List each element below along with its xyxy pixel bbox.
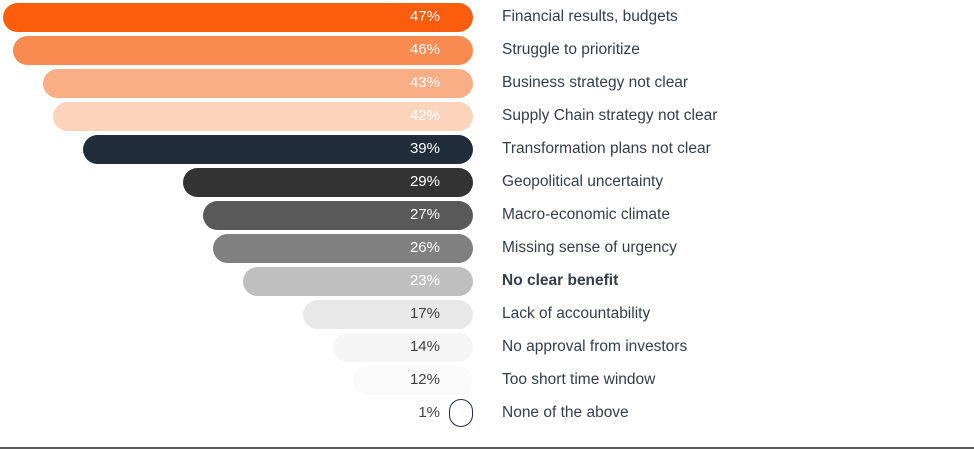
bar-1 [3, 3, 473, 32]
category-label: Struggle to prioritize [502, 41, 640, 58]
bar-5 [83, 135, 473, 164]
bar-value-label: 12% [409, 371, 440, 388]
chart-row: 47% Financial results, budgets [0, 1, 974, 34]
chart-row: 46% Struggle to prioritize [0, 34, 974, 67]
bar-7 [203, 201, 473, 230]
bar-10 [303, 300, 473, 329]
bar-6 [183, 168, 473, 197]
bar-value-label: 26% [409, 239, 440, 256]
chart-row: 1% None of the above [0, 397, 974, 430]
bar-11 [333, 333, 473, 362]
bar-value-label: 47% [409, 8, 440, 25]
chart-rows: 47% Financial results, budgets 46% Struggle… [0, 1, 974, 430]
bar-2 [13, 36, 473, 65]
chart-row: 39% Transformation plans not clear [0, 133, 974, 166]
chart-row: 27% Macro-economic climate [0, 199, 974, 232]
bar-9 [243, 267, 473, 296]
bar-value-label: 23% [409, 272, 440, 289]
chart-row: 12% Too short time window [0, 364, 974, 397]
category-label: No approval from investors [502, 338, 688, 355]
chart-row: 23% No clear benefit [0, 265, 974, 298]
chart-row: 42% Supply Chain strategy not clear [0, 100, 974, 133]
bar-3 [43, 69, 473, 98]
chart-row: 26% Missing sense of urgency [0, 232, 974, 265]
bottom-divider [0, 447, 974, 449]
bar-value-label: 42% [409, 107, 440, 124]
bar-value-label: 29% [409, 173, 440, 190]
chart-row: 14% No approval from investors [0, 331, 974, 364]
category-label: No clear benefit [502, 272, 619, 289]
bar-value-label: 43% [409, 74, 440, 91]
bar-value-label: 17% [409, 305, 440, 322]
bar-value-label: 1% [418, 404, 440, 421]
category-label: Financial results, budgets [502, 8, 678, 25]
category-label: Supply Chain strategy not clear [502, 107, 718, 124]
category-label: Missing sense of urgency [502, 239, 677, 256]
category-label: Geopolitical uncertainty [502, 173, 664, 190]
bar-value-label: 14% [409, 338, 440, 355]
bar-12 [353, 366, 473, 395]
bar-value-label: 27% [409, 206, 440, 223]
bar-value-label: 46% [409, 41, 440, 58]
category-label: None of the above [502, 404, 629, 421]
bar-13 [449, 399, 473, 427]
category-label: Too short time window [502, 371, 656, 388]
category-label: Lack of accountability [502, 305, 651, 322]
chart-row: 43% Business strategy not clear [0, 67, 974, 100]
chart-row: 17% Lack of accountability [0, 298, 974, 331]
bar-8 [213, 234, 473, 263]
chart-row: 29% Geopolitical uncertainty [0, 166, 974, 199]
bar-4 [53, 102, 473, 131]
category-label: Business strategy not clear [502, 74, 689, 91]
bar-value-label: 39% [409, 140, 440, 157]
category-label: Macro-economic climate [502, 206, 670, 223]
category-label: Transformation plans not clear [502, 140, 711, 157]
